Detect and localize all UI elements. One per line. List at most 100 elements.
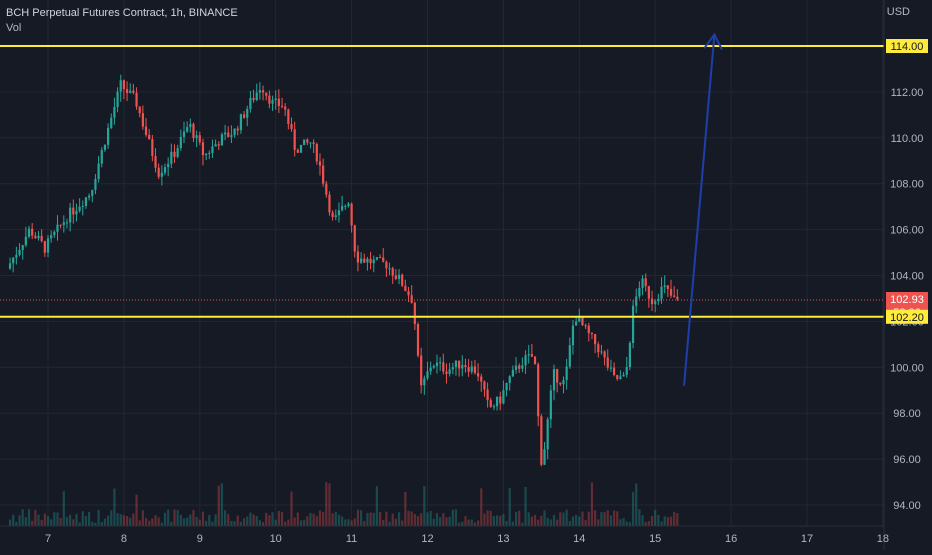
volume-bar [584, 520, 587, 526]
candle-body [423, 378, 426, 386]
candle-body [157, 167, 160, 177]
target-arrow[interactable] [683, 32, 723, 386]
candle-body [217, 144, 220, 146]
candle-body [341, 206, 344, 211]
volume-bar [252, 514, 255, 526]
candle-body [477, 373, 480, 377]
candle-body [252, 97, 255, 101]
volume-bar [249, 512, 252, 526]
volume-bar [154, 515, 157, 526]
volume-bar [144, 518, 148, 526]
horizontal-levels[interactable] [0, 45, 884, 318]
time-tick-label: 9 [197, 533, 203, 545]
candle-body [676, 296, 679, 300]
volume-bar [397, 512, 401, 526]
volume-bar [350, 520, 353, 526]
volume-bar [265, 512, 268, 526]
candle-body [556, 369, 559, 383]
candle-body [521, 365, 524, 369]
candle-body [375, 257, 378, 260]
volume-bar [514, 511, 518, 526]
volume-bar [654, 509, 657, 526]
candle-body [236, 128, 239, 131]
volume-bar [12, 514, 15, 526]
volume-bar [299, 520, 303, 526]
candle-body [81, 206, 84, 208]
candle-body [359, 258, 363, 263]
volume-bar [410, 511, 413, 526]
candle-body [394, 275, 397, 279]
candle-body [192, 123, 195, 139]
volume-bar [372, 512, 375, 526]
volume-bar [65, 516, 69, 526]
volume-bar [81, 511, 84, 526]
last-price-label: 102.93 [890, 294, 924, 306]
candle-body [46, 238, 50, 253]
volume-bar [401, 520, 404, 526]
candle-body [641, 278, 644, 288]
volume-bar [233, 521, 236, 526]
candle-body [581, 316, 584, 326]
volume-bar [192, 510, 195, 526]
candle-body [401, 274, 404, 286]
candle-body [350, 203, 353, 226]
candle-body [584, 325, 587, 327]
price-tick-label: 104.00 [890, 271, 924, 283]
time-axis[interactable]: 7 8 9 10 11 12 13 14 15 16 17 18 [45, 533, 889, 545]
volume-bar [556, 519, 559, 526]
volume-bar [59, 517, 62, 526]
symbol-title[interactable]: BCH Perpetual Futures Contract, 1h, BINA… [6, 7, 238, 19]
candle-body [546, 419, 549, 450]
candle-body [363, 258, 366, 263]
volume-bar [69, 514, 72, 526]
candle-body [660, 286, 663, 299]
volume-bar [303, 519, 306, 526]
price-tick-label: 112.00 [891, 87, 924, 99]
volume-bar [631, 492, 635, 526]
candle-body [258, 90, 261, 93]
volume-bar [391, 513, 394, 526]
volume-bar [224, 510, 227, 526]
grid [0, 0, 884, 526]
candle-body [100, 149, 103, 164]
candle-body [562, 380, 565, 385]
volume-bar [277, 510, 280, 526]
candle-body [103, 144, 107, 150]
candle-body [271, 100, 274, 104]
volume-bars [8, 482, 679, 526]
volume-bar [669, 516, 673, 526]
volume-bar [18, 515, 21, 526]
candle-body [224, 132, 227, 135]
volume-bar [72, 519, 75, 526]
arrow-shaft [683, 34, 716, 386]
candle-body [391, 268, 394, 276]
volume-bar [103, 518, 107, 526]
candle-body [356, 251, 360, 263]
volume-bar [182, 518, 186, 526]
volume-bar [600, 512, 603, 526]
currency-label[interactable]: USD [886, 6, 910, 18]
candle-body [40, 235, 43, 242]
candle-body [179, 136, 182, 149]
volume-bar [284, 521, 287, 526]
volume-bar [530, 516, 533, 526]
candle-body [527, 354, 530, 356]
candle-body [565, 366, 568, 381]
volume-bar [499, 515, 502, 526]
volume-bar [116, 513, 119, 526]
chart-legend: BCH Perpetual Futures Contract, 1h, BINA… [6, 6, 238, 36]
volume-bar [113, 488, 116, 526]
candle-body [518, 365, 521, 369]
volume-bar [242, 518, 246, 526]
candle-body [631, 305, 635, 343]
volume-bar [170, 521, 173, 526]
volume-bar [132, 513, 135, 526]
candle-body [540, 416, 543, 465]
volume-bar [201, 511, 205, 526]
candle-body [65, 222, 69, 224]
volume-bar [24, 517, 27, 526]
volume-indicator-label[interactable]: Vol [6, 22, 22, 34]
volume-bar [565, 509, 568, 526]
